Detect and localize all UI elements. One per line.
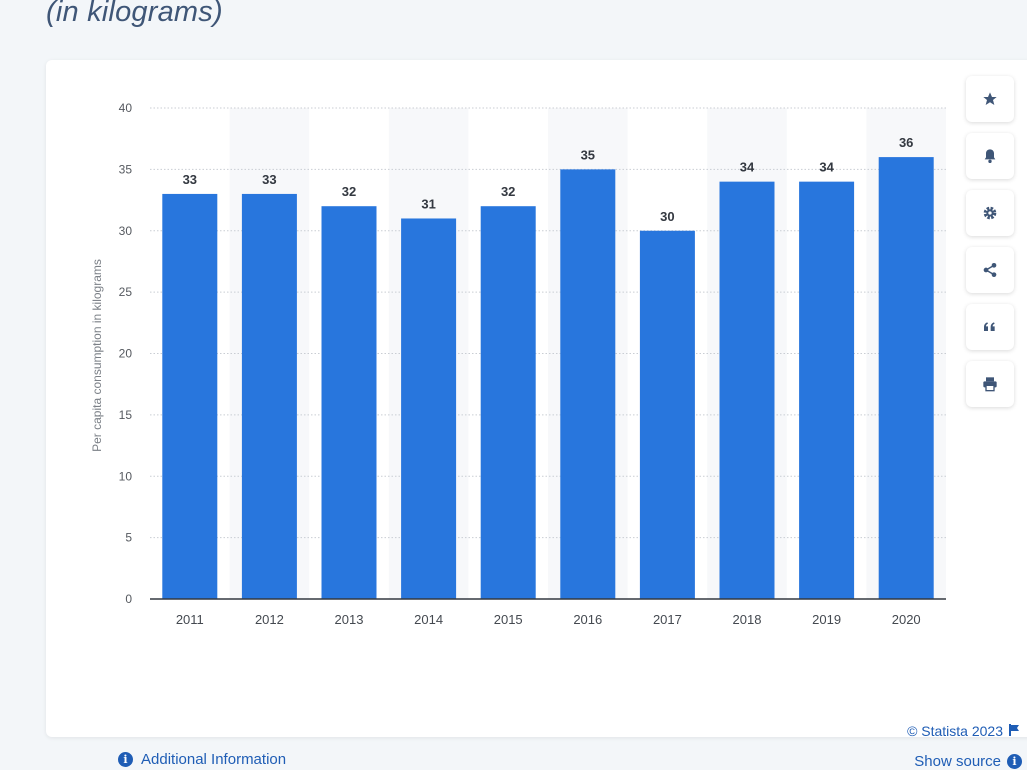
y-tick-label: 0: [125, 592, 132, 606]
quote-icon: [982, 319, 998, 335]
bar: [799, 181, 855, 599]
credit-text: © Statista 2023: [907, 723, 1003, 739]
y-tick-label: 5: [125, 531, 132, 545]
y-tick-label: 10: [119, 469, 133, 483]
data-label: 34: [740, 160, 755, 175]
bar: [719, 181, 775, 599]
info-icon: i: [118, 752, 133, 767]
gear-icon: [982, 205, 998, 221]
data-label: 34: [819, 160, 834, 175]
y-tick-label: 15: [119, 408, 133, 422]
y-tick-label: 40: [119, 101, 133, 115]
x-tick-label: 2012: [255, 612, 284, 627]
bar: [401, 218, 457, 599]
y-tick-label: 30: [119, 224, 133, 238]
x-tick-label: 2019: [812, 612, 841, 627]
x-tick-label: 2018: [733, 612, 762, 627]
data-label: 32: [501, 184, 515, 199]
bar: [878, 157, 934, 599]
x-tick-label: 2011: [176, 612, 204, 627]
data-label: 33: [183, 172, 197, 187]
y-axis-label: Per capita consumption in kilograms: [90, 259, 104, 452]
print-button[interactable]: [966, 361, 1014, 407]
show-source-button[interactable]: Show source i: [914, 753, 1022, 770]
settings-button[interactable]: [966, 190, 1014, 236]
bar: [162, 193, 218, 600]
statista-credit[interactable]: © Statista 2023: [907, 723, 1020, 739]
notification-button[interactable]: [966, 133, 1014, 179]
bar: [480, 206, 536, 599]
additional-information-label: Additional Information: [141, 751, 287, 768]
x-tick-label: 2020: [892, 612, 921, 627]
cite-button[interactable]: [966, 304, 1014, 350]
x-tick-label: 2015: [494, 612, 523, 627]
y-tick-label: 20: [119, 347, 133, 361]
bar: [241, 193, 297, 600]
y-tick-label: 25: [119, 285, 133, 299]
bell-icon: [982, 148, 998, 164]
x-tick-label: 2014: [414, 612, 443, 627]
info-icon: i: [1007, 754, 1022, 769]
data-label: 30: [660, 209, 674, 224]
chart-card: 0 5 10 15 20 25 30 35 40 Per capita consumption i…: [46, 60, 1027, 770]
data-label: 33: [262, 172, 276, 187]
x-tick-label: 2013: [335, 612, 364, 627]
flag-icon: [1009, 723, 1020, 739]
x-tick-label: 2017: [653, 612, 682, 627]
bar: [321, 206, 377, 599]
star-icon: [982, 91, 998, 107]
bar: [560, 169, 616, 599]
data-label: 35: [581, 147, 595, 162]
data-label: 32: [342, 184, 356, 199]
data-label: 31: [421, 196, 435, 211]
share-button[interactable]: [966, 247, 1014, 293]
show-source-label: Show source: [914, 753, 1001, 770]
chart-subtitle: (in kilograms): [46, 0, 223, 28]
bar: [639, 230, 695, 599]
data-label: 36: [899, 135, 913, 150]
x-tick-label: 2016: [573, 612, 602, 627]
y-tick-label: 35: [119, 162, 133, 176]
share-icon: [982, 262, 998, 278]
print-icon: [982, 376, 998, 392]
chart-svg: 0 5 10 15 20 25 30 35 40 Per capita consumption i…: [90, 101, 946, 627]
additional-information-button[interactable]: i Additional Information: [118, 751, 286, 768]
favorite-button[interactable]: [966, 76, 1014, 122]
